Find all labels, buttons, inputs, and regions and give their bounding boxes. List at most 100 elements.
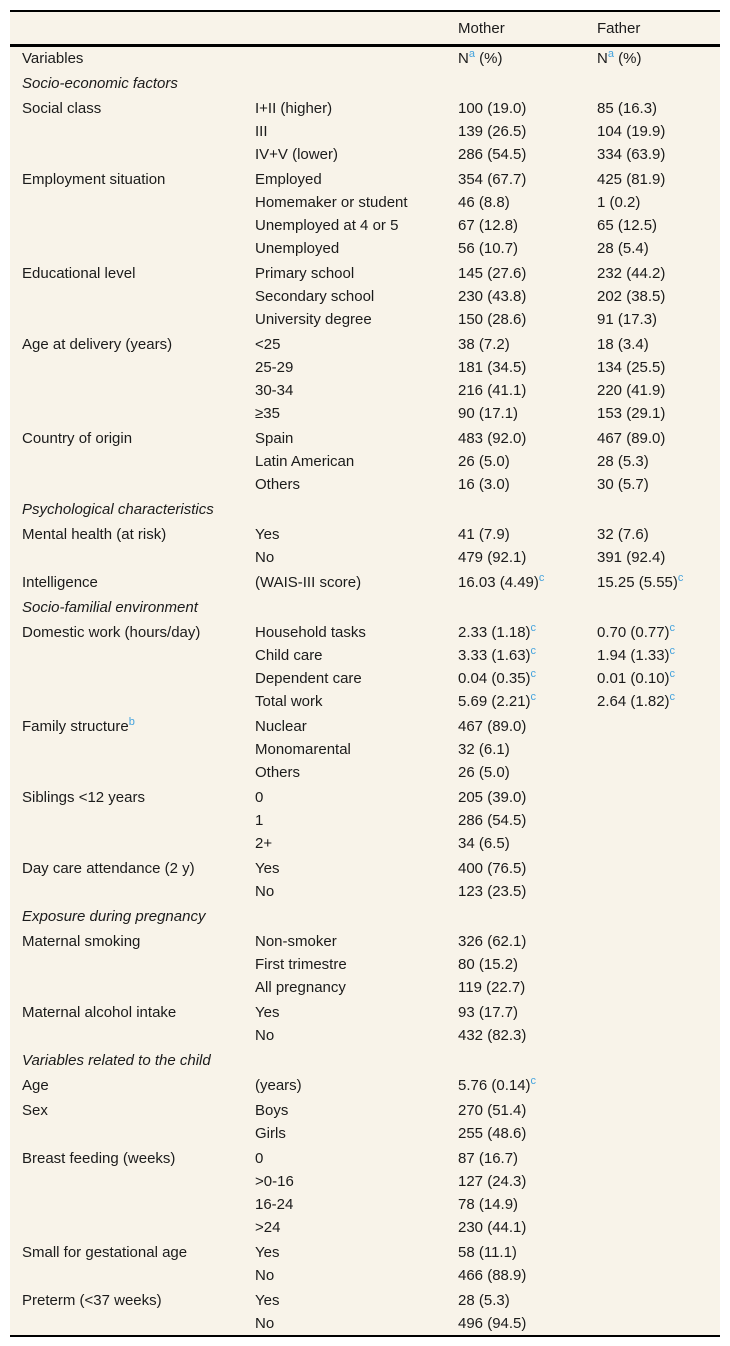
cell-category: Child care: [255, 647, 323, 664]
section-heading: Exposure during pregnancy: [22, 908, 206, 925]
table-row: Total work 5.69 (2.21)c 2.64 (1.82)c: [10, 690, 720, 713]
cell-father-value: 134 (25.5): [597, 359, 666, 376]
cell-father-value: 1 (0.2): [597, 194, 641, 211]
section-row: Psychological characteristics: [10, 496, 720, 521]
cell-category: 16-24: [255, 1196, 294, 1213]
footnote-c-link[interactable]: c: [530, 1075, 537, 1087]
cell-category: Household tasks: [255, 624, 366, 641]
cell-father-value: [597, 1001, 720, 1024]
cell-variable: [22, 880, 255, 903]
cell-mother-value: 286 (54.5): [458, 146, 527, 163]
cell-category: Latin American: [255, 453, 355, 470]
cell-variable: [22, 667, 255, 690]
cell-variable: Breast feeding (weeks): [22, 1150, 176, 1167]
cell-father-value: [597, 1241, 720, 1264]
cell-mother-value: 56 (10.7): [458, 240, 519, 257]
n-label: N: [458, 50, 469, 67]
footnote-c-link[interactable]: c: [530, 622, 537, 634]
footnote-a-link[interactable]: a: [468, 48, 475, 60]
cell-variable: [22, 953, 255, 976]
cell-father-value: 15.25 (5.55)c: [597, 572, 684, 592]
table-row: Age at delivery (years) <25 38 (7.2) 18 …: [10, 331, 720, 356]
cell-father-value: 18 (3.4): [597, 336, 649, 353]
cell-father-value: [597, 1216, 720, 1239]
cell-mother-value: 326 (62.1): [458, 933, 527, 950]
cell-mother-value: [458, 1049, 597, 1072]
cell-mother-value: 255 (48.6): [458, 1125, 527, 1142]
table-row: University degree 150 (28.6) 91 (17.3): [10, 308, 720, 331]
cell-variable: Age: [22, 1077, 49, 1094]
footnote-c-link[interactable]: c: [669, 668, 676, 680]
cell-father-value: [597, 1122, 720, 1145]
footnote-c-link[interactable]: c: [669, 691, 676, 703]
table-row: Preterm (<37 weeks) Yes 28 (5.3): [10, 1287, 720, 1312]
footnote-c-link[interactable]: c: [677, 572, 684, 584]
cell-father-value: [597, 1264, 720, 1287]
cell-father-value: [597, 596, 720, 619]
cell-father-value: [597, 498, 720, 521]
cell-father-value: 104 (19.9): [597, 123, 666, 140]
cell-mother-value: 0.04 (0.35)c: [458, 668, 537, 688]
table-row: Age (years) 5.76 (0.14)c: [10, 1072, 720, 1097]
footnote-a-link[interactable]: a: [607, 48, 614, 60]
table-row: Country of origin Spain 483 (92.0) 467 (…: [10, 425, 720, 450]
section-row: Socio-economic factors: [10, 70, 720, 95]
cell-father-value: 153 (29.1): [597, 405, 666, 422]
cell-category: Unemployed: [255, 240, 340, 257]
cell-mother-value: 216 (41.1): [458, 382, 527, 399]
cell-father-value: [597, 809, 720, 832]
cell-variable: [22, 832, 255, 855]
cell-mother-value: 483 (92.0): [458, 430, 527, 447]
section-heading: Variables related to the child: [22, 1052, 211, 1069]
cell-father-value: [597, 880, 720, 903]
table-subheader-row: Variables Na (%) Na (%): [10, 47, 720, 70]
cell-category: III: [255, 123, 268, 140]
cell-mother-value: 41 (7.9): [458, 526, 510, 543]
cell-variable: [22, 1122, 255, 1145]
cell-mother-value: 28 (5.3): [458, 1292, 510, 1309]
table-row: Secondary school 230 (43.8) 202 (38.5): [10, 285, 720, 308]
cell-mother-value: 150 (28.6): [458, 311, 527, 328]
cell-father-value: [597, 930, 720, 953]
footnote-c-link[interactable]: c: [669, 645, 676, 657]
cell-variable: Preterm (<37 weeks): [22, 1292, 162, 1309]
footnote-c-link[interactable]: c: [530, 668, 537, 680]
cell-variable: Family structureb: [22, 716, 135, 736]
cell-father-value: 425 (81.9): [597, 171, 666, 188]
table-row: Family structureb Nuclear 467 (89.0): [10, 713, 720, 738]
cell-variable: [22, 120, 255, 143]
cell-father-value: 220 (41.9): [597, 382, 666, 399]
cell-variable: [22, 1264, 255, 1287]
footnote-b-link[interactable]: b: [128, 716, 135, 728]
table-row: Child care 3.33 (1.63)c 1.94 (1.33)c: [10, 644, 720, 667]
footnote-c-link[interactable]: c: [530, 691, 537, 703]
cell-variable: [22, 450, 255, 473]
n-label: N: [597, 50, 608, 67]
table-row: Latin American 26 (5.0) 28 (5.3): [10, 450, 720, 473]
cell-father-value: 1.94 (1.33)c: [597, 645, 676, 665]
table-row: Unemployed 56 (10.7) 28 (5.4): [10, 237, 720, 260]
table-row: Others 16 (3.0) 30 (5.7): [10, 473, 720, 496]
cell-category: Yes: [255, 526, 280, 543]
column-header-father: Father: [597, 19, 641, 37]
footnote-c-link[interactable]: c: [538, 572, 545, 584]
cell-mother-value: 80 (15.2): [458, 956, 519, 973]
footnote-c-link[interactable]: c: [530, 645, 537, 657]
cell-mother-value: 5.69 (2.21)c: [458, 691, 537, 711]
cell-father-value: [597, 1147, 720, 1170]
cell-mother-value: 354 (67.7): [458, 171, 527, 188]
cell-mother-value: 181 (34.5): [458, 359, 527, 376]
table-row: >24 230 (44.1): [10, 1216, 720, 1239]
table-row: Siblings <12 years 0 205 (39.0): [10, 784, 720, 809]
cell-mother-value: 466 (88.9): [458, 1267, 527, 1284]
cell-category: Yes: [255, 860, 280, 877]
cell-variable: Siblings <12 years: [22, 789, 145, 806]
footnote-c-link[interactable]: c: [669, 622, 676, 634]
cell-father-value: [597, 857, 720, 880]
cell-variable: Domestic work (hours/day): [22, 624, 201, 641]
cell-variable: [22, 546, 255, 569]
cell-variable: [22, 308, 255, 331]
table-row: IV+V (lower) 286 (54.5) 334 (63.9): [10, 143, 720, 166]
cell-father-value: [597, 715, 720, 738]
section-row: Socio-familial environment: [10, 594, 720, 619]
